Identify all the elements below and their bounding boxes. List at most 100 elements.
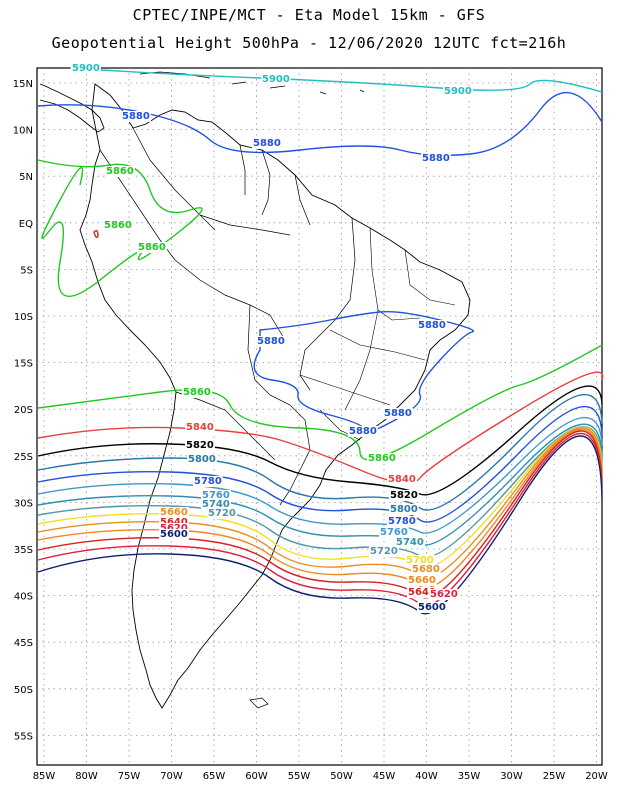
lon-label: 20W	[585, 771, 608, 782]
contour-label: 5620	[430, 589, 458, 600]
contour-label: 5780	[194, 476, 222, 487]
lon-label: 30W	[500, 771, 523, 782]
contour-labels: 5900 5900 5900 5880 5880 5880 5880 5880 …	[71, 63, 473, 613]
contour-label-bg	[159, 517, 189, 528]
contour-label: 5900	[72, 63, 100, 74]
contour-label: 5600	[418, 602, 446, 613]
lat-label: 45S	[14, 638, 33, 649]
contour-label: 5880	[122, 111, 150, 122]
lat-label: 15N	[13, 79, 33, 90]
contour-label-bg	[389, 504, 419, 515]
contour-label: 5820	[390, 490, 418, 501]
lon-label: 50W	[330, 771, 353, 782]
contour-label: 5900	[444, 86, 472, 97]
contour-label-bg	[103, 220, 133, 231]
contour-5620	[37, 433, 603, 607]
lon-label: 85W	[33, 771, 56, 782]
lat-label: 50S	[14, 685, 33, 696]
contour-label: 5840	[186, 422, 214, 433]
lon-label: 60W	[245, 771, 268, 782]
contour-label: 5680	[412, 564, 440, 575]
contour-label: 5880	[418, 320, 446, 331]
contour-label: 5780	[388, 516, 416, 527]
contour-label-bg	[387, 474, 417, 485]
contour-label-bg	[159, 507, 189, 518]
contour-label: 5660	[408, 575, 436, 586]
lat-label: 35S	[14, 545, 33, 556]
contour-label: 5800	[390, 504, 418, 515]
contour-label-bg	[411, 564, 441, 575]
contour-label-bg	[367, 453, 397, 464]
contour-label: 5860	[138, 242, 166, 253]
south-america-outline	[79, 83, 471, 709]
contour-label-bg	[71, 63, 101, 74]
contour-label-bg	[407, 575, 437, 586]
contour-5880-south	[253, 310, 474, 433]
geopotential-contours	[37, 67, 604, 615]
contour-label: 5800	[188, 454, 216, 465]
contour-label: 5820	[186, 440, 214, 451]
lat-label: 5S	[20, 265, 33, 276]
contour-small-red	[93, 229, 99, 239]
lat-label: 10N	[13, 126, 33, 137]
contour-label: 5620	[160, 523, 188, 534]
contour-label-bg	[185, 440, 215, 451]
contour-label: 5760	[202, 490, 230, 501]
contour-label-bg	[417, 602, 447, 613]
lon-label: 70W	[160, 771, 183, 782]
contour-label: 5900	[262, 74, 290, 85]
contour-label: 5880	[349, 426, 377, 437]
contour-label-bg	[389, 490, 419, 501]
lat-label: 20S	[14, 405, 33, 416]
contour-label-bg	[137, 242, 167, 253]
latitude-axis: 15N 10N 5N EQ 5S 10S 15S 20S 25S 30S 35S 40S 45S 50S 5…	[13, 79, 33, 742]
coastline	[39, 71, 471, 709]
contour-label-bg	[105, 166, 135, 177]
lat-label: 40S	[14, 592, 33, 603]
contour-5740	[37, 423, 603, 546]
contour-label-bg	[159, 523, 189, 534]
contour-label: 5880	[384, 408, 412, 419]
contour-5840	[37, 371, 604, 484]
contour-5600	[37, 435, 603, 615]
contour-label-bg	[201, 499, 231, 510]
lon-label: 55W	[288, 771, 311, 782]
contour-5900	[69, 67, 603, 93]
contour-label-bg	[379, 527, 409, 538]
lon-label: 25W	[543, 771, 566, 782]
contour-label-bg	[261, 74, 291, 85]
contour-label-bg	[159, 529, 189, 540]
contour-label-bg	[185, 422, 215, 433]
falkland-islands	[249, 697, 269, 709]
contour-label: 5880	[422, 153, 450, 164]
contour-5760	[37, 416, 603, 534]
contour-label-bg	[387, 516, 417, 527]
contour-label-bg	[207, 508, 237, 519]
lat-label: EQ	[19, 219, 33, 230]
map-title: CPTEC/INPE/MCT - Eta Model 15km - GFS	[132, 6, 486, 24]
contour-label: 5740	[396, 537, 424, 548]
contour-label-bg	[193, 476, 223, 487]
lat-label: 30S	[14, 498, 33, 509]
contour-label-bg	[407, 587, 437, 598]
contour-label: 5660	[160, 507, 188, 518]
contour-label-bg	[201, 490, 231, 501]
contour-label: 5860	[183, 387, 211, 398]
contour-label: 5880	[257, 336, 285, 347]
lon-label: 80W	[75, 771, 98, 782]
contour-label: 5860	[106, 166, 134, 177]
contour-label-bg	[417, 320, 447, 331]
contour-label: 5740	[202, 499, 230, 510]
lat-label: 55S	[14, 731, 33, 742]
lat-label: 25S	[14, 452, 33, 463]
contour-label-bg	[395, 537, 425, 548]
lon-label: 40W	[415, 771, 438, 782]
contour-label: 5640	[408, 587, 436, 598]
contour-label-bg	[187, 454, 217, 465]
lat-label: 15S	[14, 359, 33, 370]
contour-label: 5700	[406, 555, 434, 566]
contour-label-bg	[421, 153, 451, 164]
caribbean-islands	[139, 71, 365, 95]
contour-5800	[37, 393, 603, 511]
